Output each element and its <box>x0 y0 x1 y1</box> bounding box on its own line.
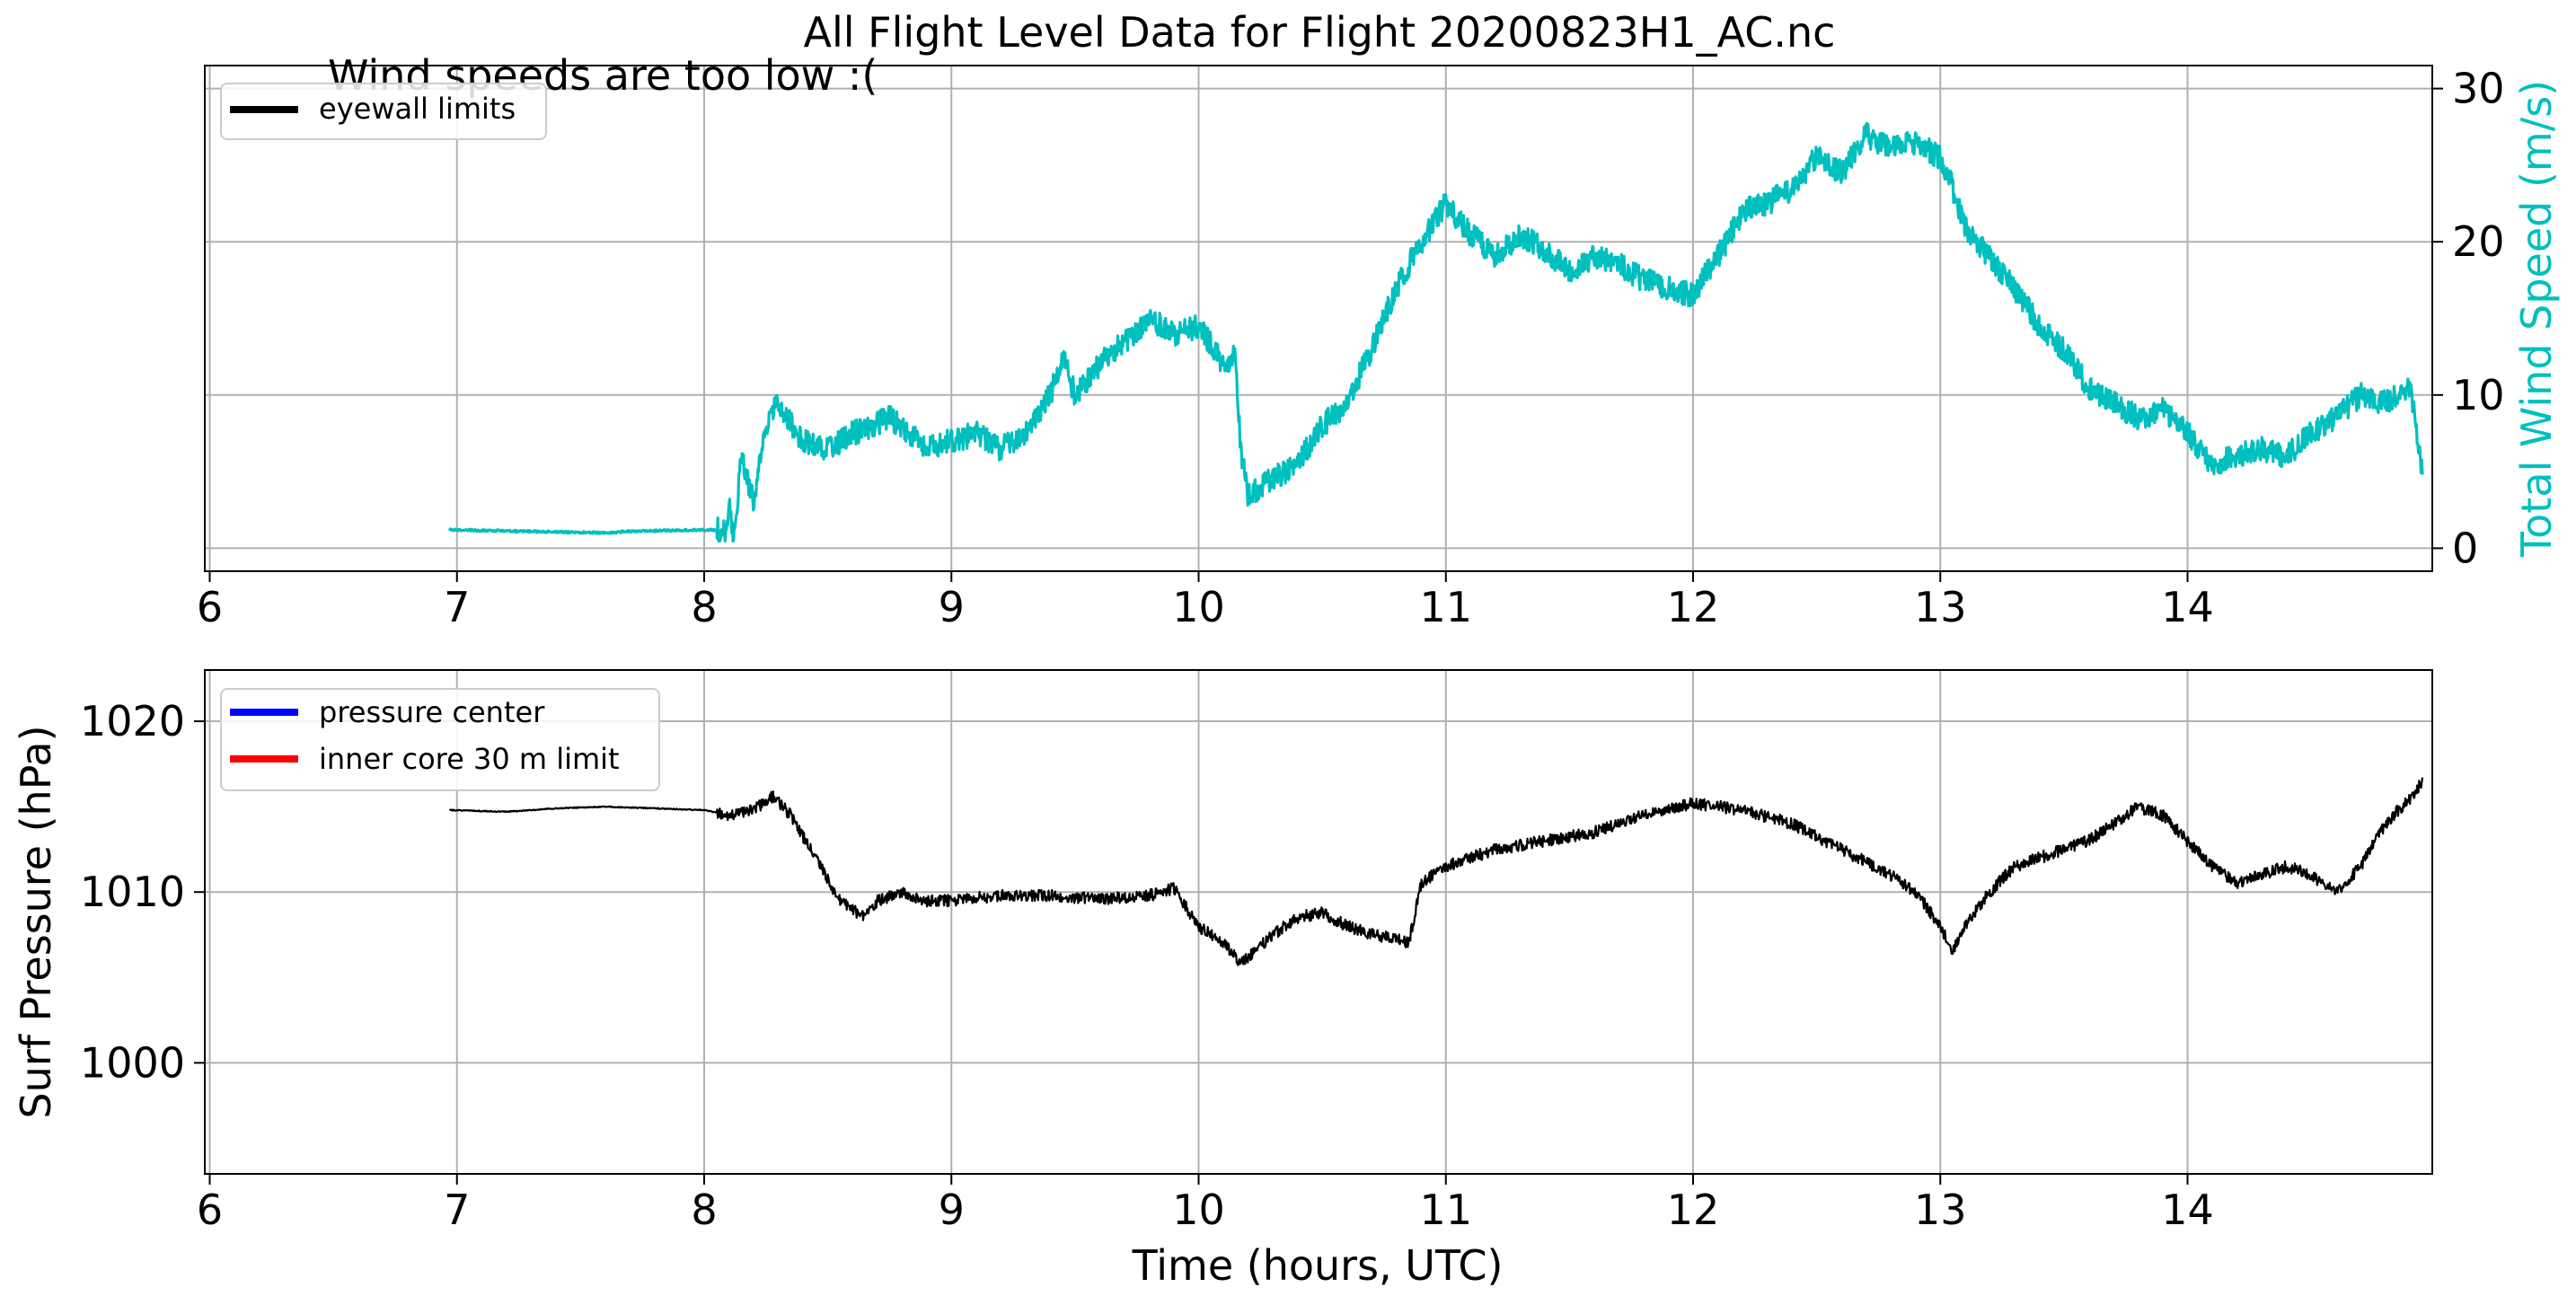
x-tick-label: 12 <box>1667 1186 1720 1234</box>
data-series-line <box>448 777 2424 966</box>
x-tick-label: 14 <box>2161 583 2214 631</box>
wind-series-group <box>447 121 2424 543</box>
x-tick-label: 9 <box>939 1186 965 1234</box>
wind-grid <box>205 66 2432 571</box>
wind-ticks: 6 7 8 9 10 11 12 13 14 0 10 20 30 <box>197 65 2505 631</box>
pressure-y-axis-label: Surf Pressure (hPa) <box>12 725 60 1118</box>
x-tick-label: 13 <box>1914 583 1967 631</box>
x-tick-label: 6 <box>197 583 223 631</box>
x-tick-label: 10 <box>1172 1186 1225 1234</box>
pressure-panel: 6 7 8 9 10 11 12 13 14 1000 1010 1020 Surf Pressure… <box>12 669 2433 1290</box>
pressure-series-group <box>448 777 2424 966</box>
x-tick-label: 7 <box>444 1186 470 1234</box>
pressure-grid <box>205 670 2432 1174</box>
y-tick-label: 10 <box>2452 371 2505 419</box>
pressure-center-legend-label: pressure center <box>319 695 545 729</box>
x-tick-label: 12 <box>1667 583 1720 631</box>
time-x-axis-label: Time (hours, UTC) <box>1132 1241 1504 1290</box>
pressure-plot-frame <box>204 669 2433 1175</box>
y-tick-label: 0 <box>2452 524 2478 572</box>
x-tick-label: 9 <box>939 583 965 631</box>
x-tick-label: 11 <box>1419 583 1472 631</box>
pressure-legend: pressure center inner core 30 m limit <box>220 688 660 791</box>
pressure-legend-box <box>220 688 660 791</box>
y-tick-label: 30 <box>2452 65 2505 113</box>
figure-title: All Flight Level Data for Flight 2020082… <box>804 8 1836 57</box>
y-tick-label: 20 <box>2452 217 2505 266</box>
x-tick-label: 13 <box>1914 1186 1967 1234</box>
x-tick-label: 14 <box>2161 1186 2214 1234</box>
pressure-ticks: 6 7 8 9 10 11 12 13 14 1000 1010 1020 <box>80 697 2214 1234</box>
wind-legend: eyewall limits <box>220 83 547 140</box>
inner-core-limit-legend-label: inner core 30 m limit <box>319 742 620 776</box>
data-series-line <box>447 121 2424 543</box>
wind-plot-frame <box>204 65 2433 572</box>
wind-speed-panel: 6 7 8 9 10 11 12 13 14 0 10 20 30 Total Wind Speed (… <box>197 51 2561 631</box>
x-tick-label: 8 <box>691 583 717 631</box>
x-tick-label: 7 <box>444 583 470 631</box>
wind-y-axis-label: Total Wind Speed (m/s) <box>2512 80 2561 558</box>
eyewall-limits-legend-label: eyewall limits <box>319 92 516 126</box>
x-tick-label: 11 <box>1419 1186 1472 1234</box>
wind-legend-box <box>220 83 547 140</box>
x-tick-label: 10 <box>1172 583 1225 631</box>
y-tick-label: 1000 <box>80 1038 185 1087</box>
y-tick-label: 1010 <box>80 868 185 916</box>
y-tick-label: 1020 <box>80 697 185 745</box>
x-tick-label: 6 <box>197 1186 223 1234</box>
x-tick-label: 8 <box>691 1186 717 1234</box>
